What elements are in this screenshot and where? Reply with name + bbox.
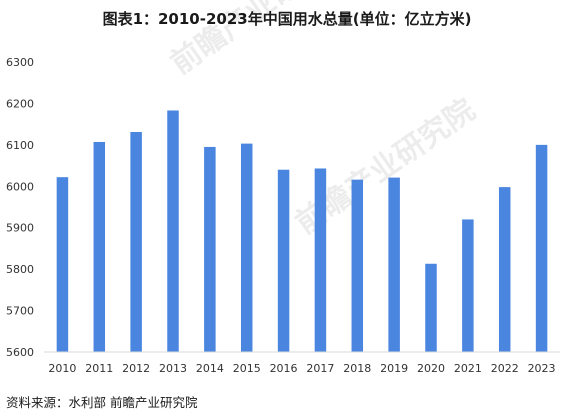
bar-2021 (462, 219, 474, 352)
x-tick-label: 2011 (85, 362, 113, 375)
y-tick-label: 5900 (6, 222, 34, 235)
bar-2023 (535, 144, 548, 352)
x-tick-label: 2023 (528, 362, 556, 375)
source-note: 资料来源：水利部 前瞻产业研究院 (6, 395, 198, 410)
x-tick-label: 2012 (122, 362, 150, 375)
x-tick-label: 2014 (196, 362, 224, 375)
x-axis: 2010 2011 2012 2013 2014 2015 2016 2017 2018 2019… (48, 362, 555, 375)
bar-2018 (351, 179, 364, 352)
y-tick-label: 6000 (6, 180, 34, 193)
x-tick-label: 2022 (491, 362, 519, 375)
x-tick-label: 2019 (380, 362, 408, 375)
bar-2019 (388, 177, 400, 352)
y-tick-label: 5800 (6, 263, 34, 276)
watermark-text: 前瞻产业研究院 (165, 0, 357, 82)
x-tick-label: 2021 (454, 362, 482, 375)
y-tick-label: 6200 (6, 97, 34, 110)
y-tick-label: 6100 (6, 139, 34, 152)
bar-2017 (314, 168, 327, 352)
bar-2010 (56, 177, 69, 352)
bar-2013 (167, 110, 179, 352)
x-tick-label: 2020 (417, 362, 445, 375)
bar-2015 (240, 143, 253, 352)
bar-2020 (425, 263, 437, 352)
bar-2014 (204, 146, 216, 352)
x-tick-label: 2013 (159, 362, 187, 375)
y-tick-label: 5700 (6, 305, 34, 318)
y-axis: 5600 5700 5800 5900 6000 6100 6200 6300 (6, 56, 34, 359)
bar-2012 (130, 132, 142, 352)
bar-2011 (93, 141, 106, 352)
x-tick-label: 2017 (306, 362, 334, 375)
bars (56, 110, 548, 352)
x-tick-label: 2010 (48, 362, 76, 375)
bar-2022 (498, 187, 511, 352)
y-tick-label: 5600 (6, 346, 34, 359)
y-tick-label: 6300 (6, 56, 34, 69)
x-tick-label: 2018 (343, 362, 371, 375)
x-tick-label: 2015 (233, 362, 261, 375)
chart-title: 图表1：2010-2023年中国用水总量(单位：亿立方米) (102, 10, 472, 28)
bar-2016 (277, 169, 290, 352)
x-tick-label: 2016 (270, 362, 298, 375)
